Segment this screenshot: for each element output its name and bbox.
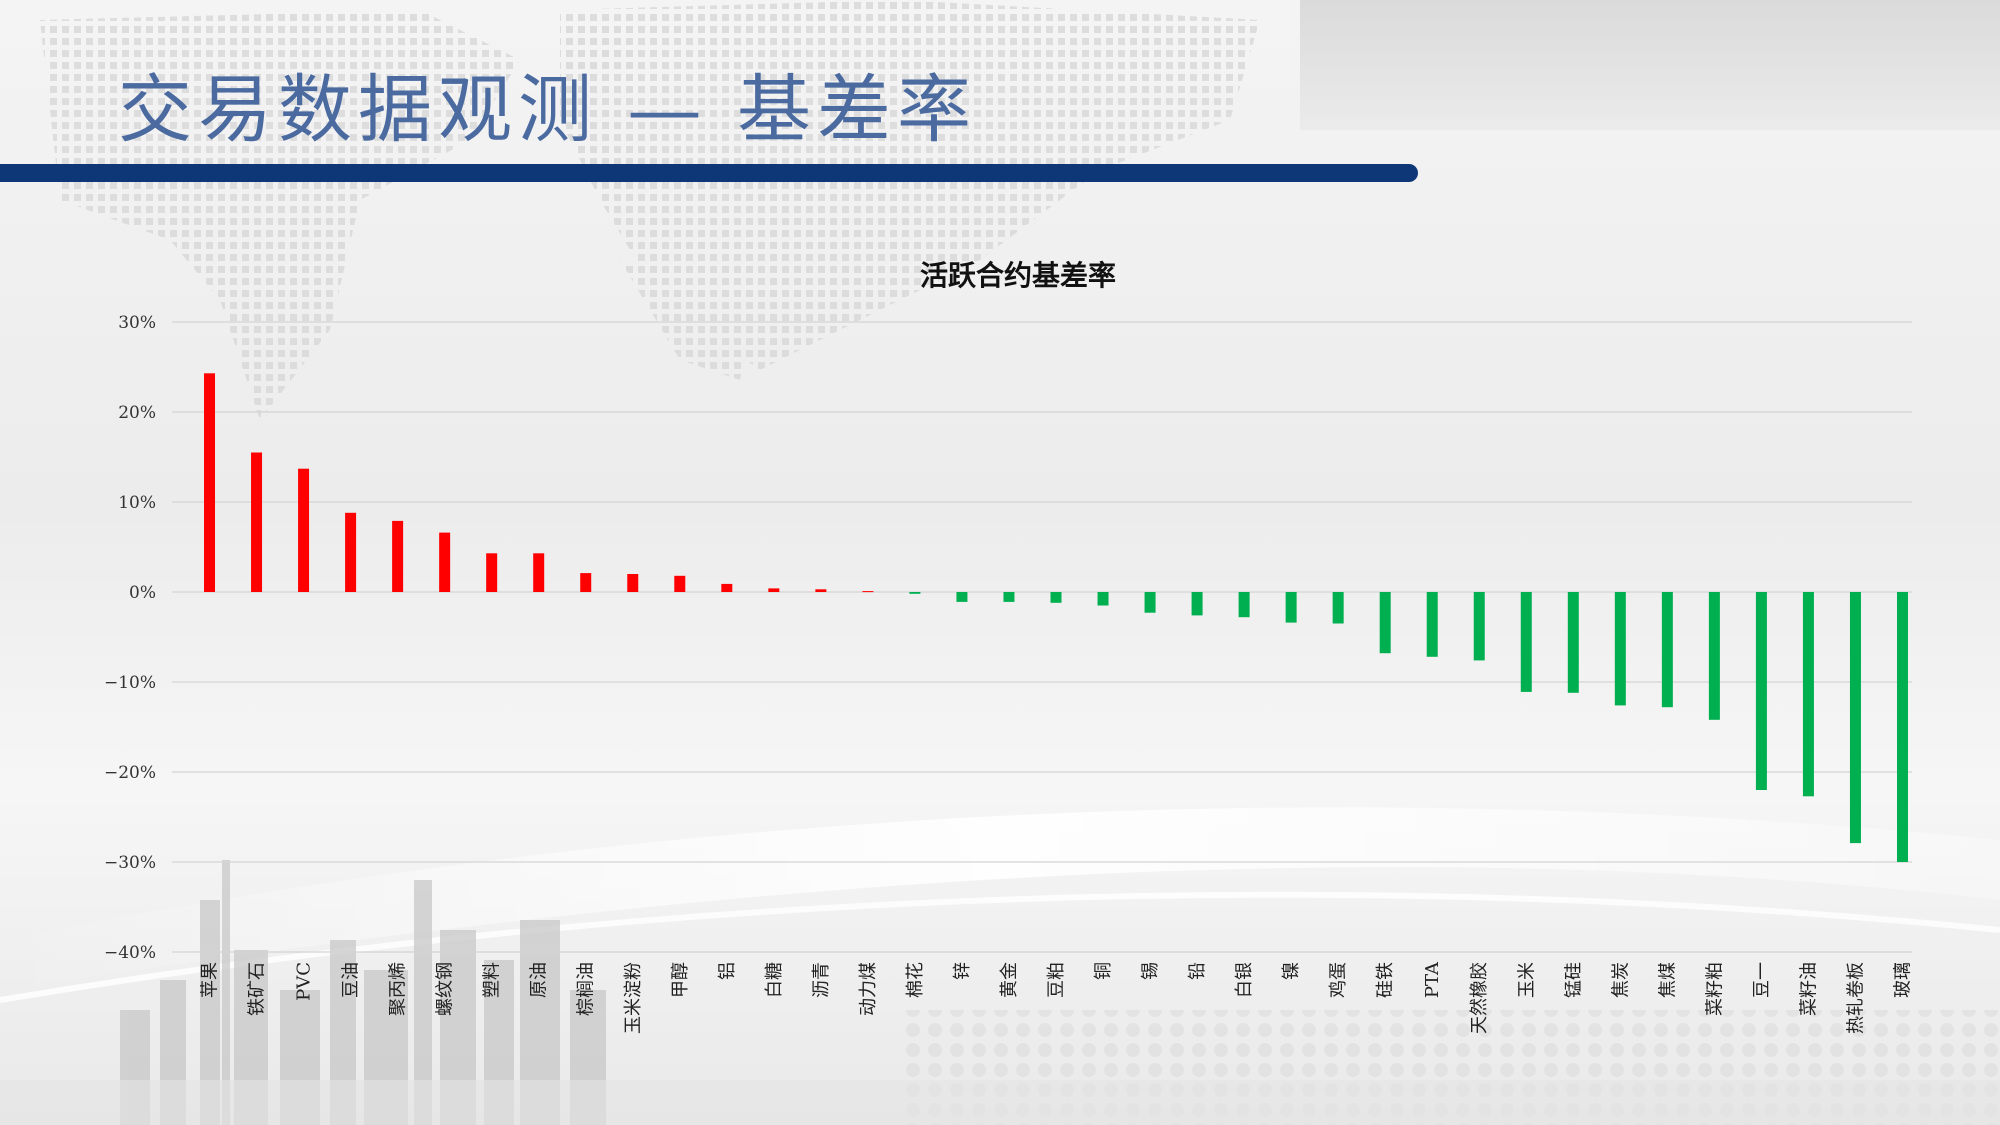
bar-10 [674, 575, 686, 592]
bar-20 [1144, 592, 1156, 613]
bar-23 [1285, 592, 1297, 623]
bar-27 [1473, 592, 1485, 661]
x-tick-label: 棕榈油 [576, 962, 597, 1016]
x-tick-label: 锡 [1140, 962, 1161, 980]
bar-28 [1520, 592, 1532, 692]
y-tick-label: −20% [104, 763, 156, 783]
x-tick-label: 铝 [717, 962, 738, 980]
x-tick-label: PTA [1422, 961, 1443, 998]
bar-26 [1426, 592, 1438, 657]
y-tick-label: 30% [118, 313, 156, 333]
x-tick-label: 铜 [1093, 962, 1114, 980]
bar-8 [580, 573, 592, 592]
bar-5 [439, 532, 451, 592]
x-tick-label: 焦煤 [1657, 962, 1678, 998]
bar-9 [627, 574, 639, 592]
bar-6 [486, 553, 498, 592]
x-tick-label: 玉米 [1516, 962, 1537, 998]
grid-lines [172, 321, 1912, 953]
chart-title: 活跃合约基差率 [920, 259, 1116, 291]
x-tick-label: 锰硅 [1563, 962, 1584, 998]
bar-12 [768, 588, 780, 592]
x-tick-label: 玉米淀粉 [623, 962, 644, 1034]
x-tick-label: 聚丙烯 [388, 962, 409, 1016]
bar-11 [721, 583, 733, 592]
bar-24 [1332, 592, 1344, 624]
bar-35 [1849, 592, 1861, 844]
x-tick-label: 镍 [1281, 962, 1302, 980]
x-tick-label: 黄金 [999, 962, 1020, 998]
y-tick-label: −10% [104, 673, 156, 693]
x-tick-label: 白银 [1234, 962, 1255, 998]
bar-34 [1802, 592, 1814, 797]
bar-31 [1661, 592, 1673, 708]
bar-13 [815, 589, 827, 592]
bar-7 [533, 553, 545, 592]
y-tick-label: 0% [129, 583, 156, 603]
x-tick-label: 天然橡胶 [1469, 962, 1490, 1034]
bar-33 [1755, 592, 1767, 790]
bar-16 [956, 592, 968, 602]
x-tick-label: 鸡蛋 [1328, 962, 1349, 998]
x-tick-label: 原油 [529, 962, 550, 998]
bar-36 [1896, 592, 1908, 862]
x-tick-label: 菜籽粕 [1704, 962, 1725, 1016]
x-tick-label: 豆粕 [1046, 962, 1067, 998]
bar-18 [1050, 592, 1062, 603]
bar-1 [251, 452, 263, 592]
x-tick-label: 锌 [952, 962, 973, 980]
bar-3 [345, 512, 357, 592]
bar-21 [1191, 592, 1203, 616]
bar-22 [1238, 592, 1250, 618]
x-tick-label: 苹果 [200, 962, 221, 998]
bar-2 [298, 468, 310, 592]
y-tick-label: 20% [118, 403, 156, 423]
x-axis-labels: 苹果 铁矿石 PVC 豆油 聚丙烯 螺纹钢 塑料 原油 棕榈油 玉米淀粉 甲醇 铝 白糖 沥青 动力煤 棉花 锌… [200, 961, 1914, 1034]
x-tick-label: 豆油 [341, 962, 362, 998]
bar-29 [1567, 592, 1579, 693]
y-axis-ticks: 30% 20% 10% 0% −10% −20% −30% −40% [104, 313, 156, 963]
x-tick-label: 硅铁 [1375, 962, 1396, 998]
x-tick-label: 菜籽油 [1798, 962, 1819, 1016]
x-tick-label: 铅 [1187, 962, 1208, 980]
bar-30 [1614, 592, 1626, 706]
bar-32 [1708, 592, 1720, 720]
x-tick-label: 热轧卷板 [1845, 962, 1866, 1034]
x-tick-label: 沥青 [811, 962, 832, 998]
x-tick-label: 棉花 [905, 962, 926, 998]
bar-14 [862, 591, 874, 593]
bars [204, 373, 1908, 862]
bar-19 [1097, 592, 1109, 606]
x-tick-label: 甲醇 [670, 962, 691, 998]
page-title: 交易数据观测 — 基差率 [118, 67, 978, 153]
x-tick-label: 白糖 [764, 962, 785, 998]
x-tick-label: 玻璃 [1892, 962, 1913, 998]
x-tick-label: 豆一 [1751, 962, 1772, 998]
x-tick-label: 铁矿石 [247, 962, 268, 1016]
y-tick-label: −30% [104, 853, 156, 873]
y-tick-label: 10% [118, 493, 156, 513]
bar-4 [392, 520, 404, 592]
x-tick-label: 动力煤 [858, 962, 879, 1016]
world-map-decoration [40, 0, 1260, 420]
x-tick-label: 螺纹钢 [435, 962, 456, 1016]
bar-25 [1379, 592, 1391, 654]
bar-0 [204, 373, 216, 592]
bar-15 [909, 592, 921, 594]
x-tick-label: PVC [294, 962, 315, 1001]
x-tick-label: 焦炭 [1610, 962, 1631, 998]
title-underline-bar [0, 164, 1418, 182]
y-tick-label: −40% [104, 943, 156, 963]
bar-17 [1003, 592, 1015, 602]
x-tick-label: 塑料 [482, 962, 503, 998]
